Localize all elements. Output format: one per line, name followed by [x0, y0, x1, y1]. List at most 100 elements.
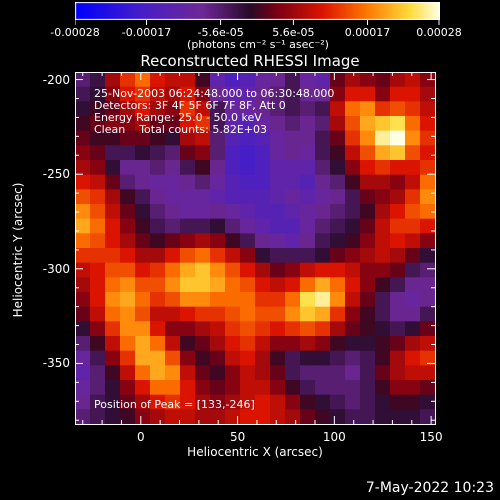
- heatmap-cell: [330, 380, 346, 396]
- heatmap-cell: [300, 145, 316, 161]
- heatmap-cell: [120, 336, 136, 352]
- heatmap-cell: [210, 277, 226, 293]
- heatmap-cell: [240, 248, 256, 264]
- heatmap-cell: [255, 218, 271, 234]
- heatmap-cell: [240, 189, 256, 205]
- heatmap-cell: [390, 86, 406, 102]
- heatmap-cell: [150, 262, 166, 278]
- heatmap-cell: [120, 72, 136, 88]
- x-tick-label: 150: [419, 430, 443, 444]
- heatmap-cell: [360, 248, 376, 264]
- heatmap-cell: [360, 262, 376, 278]
- heatmap-cell: [405, 189, 421, 205]
- heatmap-cell: [300, 218, 316, 234]
- heatmap-cell: [345, 86, 361, 102]
- heatmap-cell: [105, 174, 121, 190]
- heatmap-cell: [300, 233, 316, 249]
- heatmap-cell: [285, 101, 301, 117]
- heatmap-cell: [390, 380, 406, 396]
- heatmap-cell: [285, 248, 301, 264]
- info-time: 25-Nov-2003 06:24:48.000 to 06:30:48.000: [94, 87, 335, 100]
- heatmap-cell: [345, 306, 361, 322]
- heatmap-cell: [90, 248, 106, 264]
- heatmap-cell: [270, 248, 286, 264]
- heatmap-cell: [75, 394, 91, 410]
- heatmap-cell: [375, 277, 391, 293]
- heatmap-cell: [420, 350, 435, 366]
- heatmap-cell: [225, 336, 241, 352]
- heatmap-cell: [300, 262, 316, 278]
- heatmap-cell: [105, 321, 121, 337]
- heatmap-cell: [105, 277, 121, 293]
- heatmap-cell: [375, 145, 391, 161]
- heatmap-cell: [375, 321, 391, 337]
- heatmap-cell: [315, 218, 331, 234]
- heatmap-cell: [120, 174, 136, 190]
- heatmap-cell: [90, 262, 106, 278]
- heatmap-cell: [330, 174, 346, 190]
- heatmap-cell: [390, 218, 406, 234]
- heatmap-cell: [120, 145, 136, 161]
- heatmap-cell: [195, 145, 211, 161]
- heatmap-cell: [360, 204, 376, 220]
- heatmap-cell: [225, 262, 241, 278]
- heatmap-cell: [120, 189, 136, 205]
- heatmap-cell: [255, 145, 271, 161]
- heatmap-cell: [345, 336, 361, 352]
- heatmap-cell: [135, 248, 151, 264]
- heatmap-cell: [405, 116, 421, 132]
- heatmap-cell: [345, 321, 361, 337]
- heatmap-cell: [120, 306, 136, 322]
- heatmap-cell: [210, 365, 226, 381]
- heatmap-cell: [165, 248, 181, 264]
- heatmap-cell: [315, 306, 331, 322]
- heatmap-cell: [285, 145, 301, 161]
- heatmap-cell: [135, 292, 151, 308]
- heatmap-cell: [165, 409, 181, 424]
- heatmap-cell: [390, 394, 406, 410]
- heatmap-cell: [75, 189, 91, 205]
- heatmap-cell: [255, 262, 271, 278]
- heatmap-cell: [240, 218, 256, 234]
- heatmap-cell: [300, 189, 316, 205]
- heatmap-cell: [360, 306, 376, 322]
- heatmap-cell: [315, 336, 331, 352]
- heatmap-cell: [405, 394, 421, 410]
- heatmap-cell: [255, 350, 271, 366]
- heatmap-cell: [210, 204, 226, 220]
- heatmap-cell: [225, 218, 241, 234]
- heatmap-cell: [270, 394, 286, 410]
- heatmap-cell: [285, 409, 301, 424]
- heatmap-cell: [195, 350, 211, 366]
- heatmap-cell: [375, 130, 391, 146]
- heatmap-cell: [300, 365, 316, 381]
- heatmap-cell: [180, 248, 196, 264]
- heatmap-cell: [210, 160, 226, 176]
- heatmap-cell: [375, 233, 391, 249]
- heatmap-cell: [285, 336, 301, 352]
- heatmap-cell: [135, 321, 151, 337]
- chart-title: Reconstructed RHESSI Image: [140, 52, 360, 70]
- heatmap-cell: [420, 101, 435, 117]
- heatmap-cell: [300, 306, 316, 322]
- heatmap-cell: [315, 233, 331, 249]
- heatmap-cell: [345, 160, 361, 176]
- heatmap-cell: [420, 380, 435, 396]
- heatmap-cell: [195, 409, 211, 424]
- heatmap-cell: [390, 130, 406, 146]
- heatmap-cell: [285, 262, 301, 278]
- heatmap-cell: [330, 160, 346, 176]
- heatmap-cell: [330, 336, 346, 352]
- heatmap-cell: [195, 72, 211, 88]
- heatmap-cell: [390, 306, 406, 322]
- heatmap-cell: [105, 336, 121, 352]
- heatmap-cell: [255, 277, 271, 293]
- heatmap-cell: [120, 248, 136, 264]
- heatmap-cell: [195, 277, 211, 293]
- heatmap-cell: [360, 86, 376, 102]
- heatmap-cell: [90, 72, 106, 88]
- heatmap-cell: [420, 262, 435, 278]
- heatmap-cell: [90, 160, 106, 176]
- heatmap-cell: [180, 204, 196, 220]
- heatmap-cell: [150, 204, 166, 220]
